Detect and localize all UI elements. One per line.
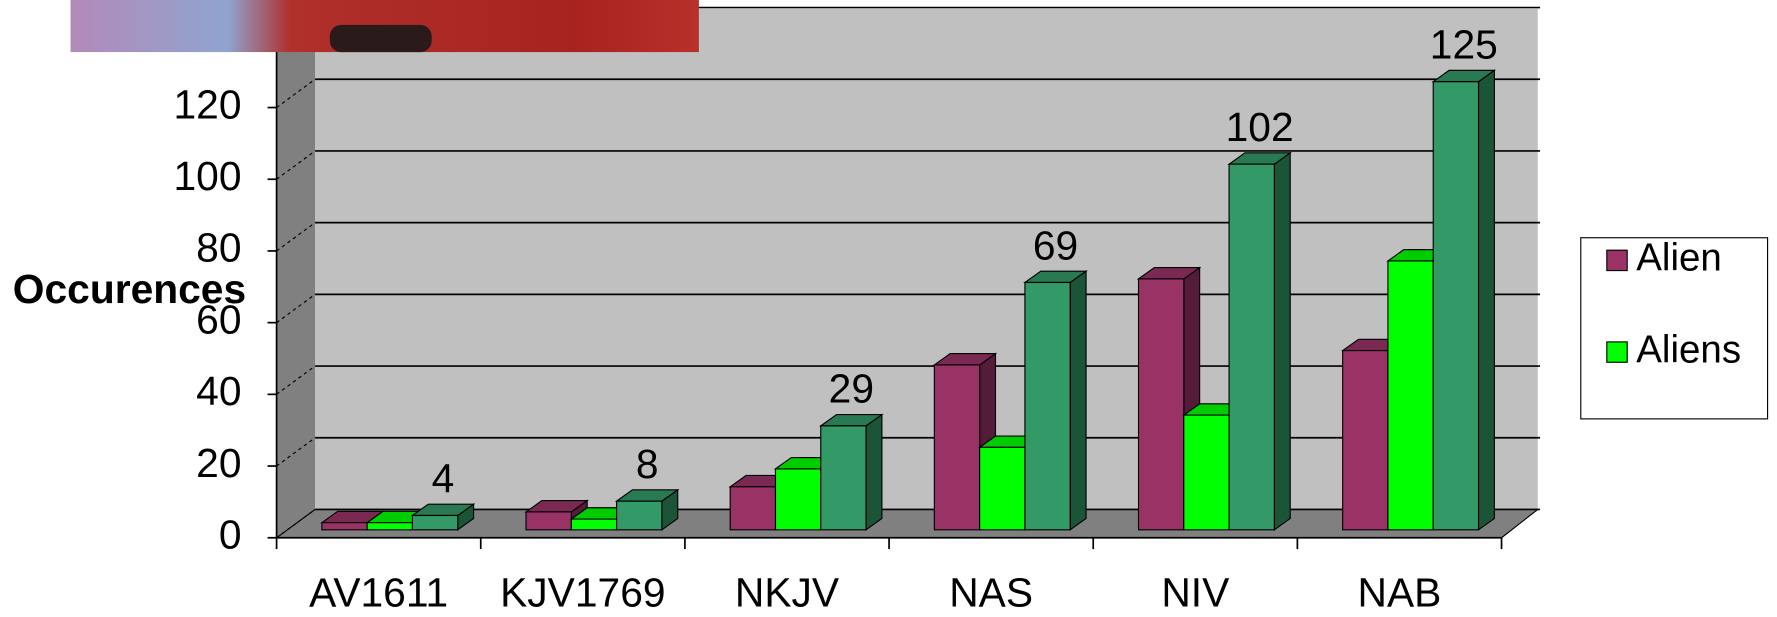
bar [1342, 350, 1389, 531]
y-tick-label: 120 [173, 81, 241, 127]
y-tick-label: 0 [219, 512, 242, 558]
bars: 4 8 29 69 102 125 [320, 21, 1498, 531]
x-tick-label: AV1611 [309, 569, 448, 615]
bar-side [865, 413, 883, 531]
legend-swatch [1606, 341, 1628, 363]
bar [1137, 278, 1185, 531]
data-label: 29 [829, 366, 874, 412]
grid-line-side [276, 365, 316, 395]
bar [411, 514, 459, 531]
bar [1387, 260, 1434, 531]
grid-line-side [276, 508, 316, 539]
photo [70, 0, 699, 53]
bar-side [1069, 270, 1087, 531]
x-tick-label: KJV1769 [500, 569, 665, 615]
x-tick-label: NIV [1161, 569, 1229, 615]
data-label: 4 [432, 455, 455, 501]
bar-side [1477, 69, 1495, 531]
data-label: 125 [1430, 21, 1498, 67]
bar [525, 511, 572, 531]
y-tick-label: 100 [173, 153, 241, 199]
bar [1183, 414, 1230, 531]
bar [774, 468, 822, 531]
grid-line-side [276, 78, 316, 109]
data-label: 8 [636, 441, 659, 487]
x-tick-label: NAB [1358, 569, 1442, 615]
bar [616, 500, 663, 531]
bar [570, 518, 618, 531]
grid-line-side [276, 150, 316, 180]
data-label: 102 [1226, 104, 1294, 150]
grid-line-side [276, 293, 316, 324]
y-axis-label: Occurences [13, 266, 246, 312]
bar [1024, 281, 1071, 531]
y-tick-label: 60 [196, 296, 241, 342]
data-label: 69 [1033, 222, 1078, 268]
legend-label: Alien [1636, 237, 1722, 280]
x-tick-label: NKJV [735, 569, 839, 615]
bar-side [1273, 151, 1291, 531]
bar [820, 425, 867, 531]
x-tick-label: NAS [949, 569, 1033, 615]
bar [729, 486, 777, 531]
grid-line-side [276, 437, 316, 467]
bar [1228, 163, 1275, 531]
bar [366, 522, 414, 531]
photo-detail [329, 24, 432, 53]
side-wall [276, 9, 316, 538]
y-tick-label: 80 [196, 225, 241, 271]
legend-swatch [1606, 249, 1628, 272]
y-tick-label: 20 [196, 440, 241, 486]
legend-label: Aliens [1636, 328, 1741, 371]
bar [1432, 81, 1480, 531]
bar [933, 364, 981, 531]
y-tick-label: 40 [196, 368, 241, 414]
grid-line-side [276, 222, 316, 252]
bar [979, 446, 1026, 531]
bar [321, 522, 368, 531]
